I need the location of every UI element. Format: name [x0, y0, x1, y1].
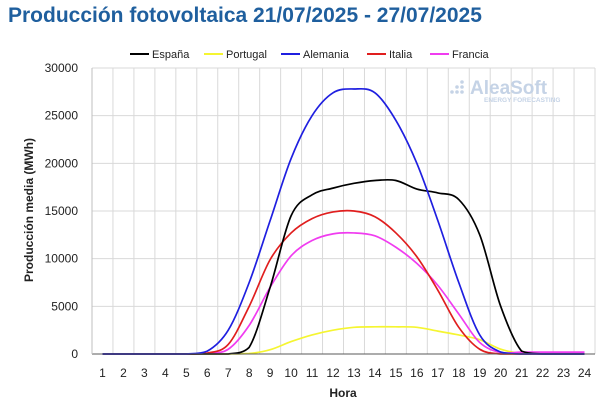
- y-tick-label: 15000: [45, 204, 79, 218]
- y-tick-label: 30000: [45, 61, 79, 75]
- legend-label-portugal: Portugal: [226, 49, 267, 61]
- chart-title: Producción fotovoltaica 21/07/2025 - 27/…: [8, 4, 482, 27]
- y-tick-label: 0: [71, 347, 78, 361]
- x-tick-label: 11: [306, 366, 319, 380]
- legend-label-alemania: Alemania: [303, 49, 350, 61]
- x-tick-label: 13: [347, 366, 361, 380]
- x-tick-label: 21: [515, 366, 529, 380]
- x-tick-label: 4: [162, 366, 169, 380]
- logo-dot: [450, 90, 454, 94]
- x-tick-label: 3: [141, 366, 148, 380]
- legend-label-espana: España: [152, 49, 190, 61]
- x-tick-label: 23: [557, 366, 571, 380]
- x-tick-label: 18: [452, 366, 466, 380]
- axes: [91, 68, 595, 355]
- y-axis-title: Producción media (MWh): [22, 138, 36, 282]
- logo-dot: [455, 85, 459, 89]
- x-tick-label: 2: [120, 366, 127, 380]
- y-tick-label: 5000: [51, 299, 78, 313]
- aleasoft-logo-icon: [450, 80, 464, 94]
- x-axis-title: Hora: [329, 386, 357, 400]
- x-tick-label: 15: [389, 366, 403, 380]
- x-tick-label: 16: [410, 366, 424, 380]
- logo-dot: [455, 90, 459, 94]
- y-tick-label: 10000: [45, 252, 79, 266]
- legend-label-francia: Francia: [452, 49, 490, 61]
- x-tick-label: 8: [246, 366, 253, 380]
- x-tick-label: 17: [431, 366, 445, 380]
- x-tick-label: 9: [267, 366, 274, 380]
- x-tick-label: 20: [494, 366, 508, 380]
- x-tick-label: 1: [99, 366, 106, 380]
- aleasoft-watermark: AleaSoft ENERGY FORECASTING: [450, 78, 560, 104]
- x-tick-label: 6: [204, 366, 211, 380]
- x-tick-label: 19: [473, 366, 487, 380]
- x-tick-label: 12: [326, 366, 340, 380]
- logo-dot: [460, 85, 464, 89]
- watermark-brand: AleaSoft: [470, 78, 548, 99]
- y-tick-label: 20000: [45, 156, 79, 170]
- x-tick-label: 7: [225, 366, 232, 380]
- watermark-tagline: ENERGY FORECASTING: [484, 97, 560, 104]
- y-tick-label: 25000: [45, 109, 79, 123]
- y-tick-labels: 0 5000 10000 15000 20000 25000 30000: [45, 61, 79, 361]
- gridlines: [91, 67, 596, 355]
- logo-dot: [460, 80, 464, 84]
- x-tick-labels: 1 2 3 4 5 6 7 8 9 10 11 12 13 14 15 16 17 18 19 20 21 22 23 24: [99, 366, 591, 380]
- x-tick-label: 24: [578, 366, 592, 380]
- legend: España Portugal Alemania Italia Francia: [130, 49, 490, 61]
- x-tick-label: 22: [536, 366, 550, 380]
- x-tick-label: 14: [368, 366, 382, 380]
- x-tick-label: 5: [183, 366, 190, 380]
- logo-dot: [460, 90, 464, 94]
- x-tick-label: 10: [284, 366, 298, 380]
- legend-label-italia: Italia: [389, 49, 413, 61]
